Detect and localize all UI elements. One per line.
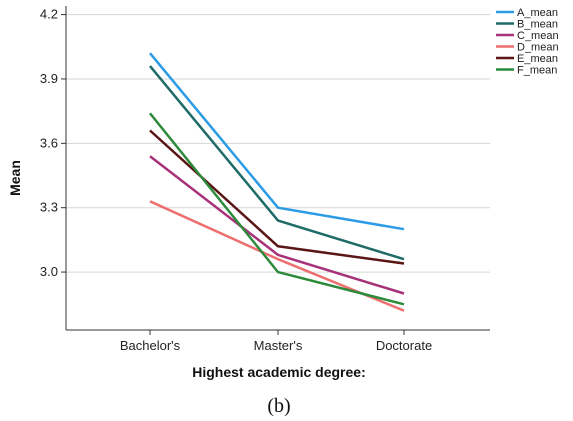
legend-label: B_mean — [517, 19, 558, 31]
y-tick-label: 3.6 — [40, 135, 58, 150]
series-line-F_mean — [149, 112, 405, 306]
x-tick-label: Doctorate — [376, 338, 432, 353]
series-line-B_mean — [149, 65, 405, 261]
x-tick-label: Bachelor's — [120, 338, 181, 353]
legend-label: A_mean — [517, 7, 558, 19]
series-line-E_mean — [149, 129, 405, 265]
legend-label: E_mean — [517, 53, 558, 65]
x-tick-label: Master's — [254, 338, 303, 353]
y-tick-label: 3.3 — [40, 200, 58, 215]
y-tick-label: 3.0 — [40, 264, 58, 279]
y-tick-label: 4.2 — [40, 7, 58, 22]
y-tick-label: 3.9 — [40, 71, 58, 86]
axes — [65, 6, 490, 331]
series-line-A_mean — [149, 52, 405, 231]
y-tick-labels: 3.0 3.3 3.6 3.9 4.2 — [40, 7, 66, 279]
y-axis-title: Mean — [7, 160, 23, 196]
legend-label: F_mean — [517, 65, 557, 77]
figure-caption: (b) — [267, 395, 290, 417]
x-tick-labels: Bachelor's Master's Doctorate — [120, 330, 432, 353]
series-line-C_mean — [149, 155, 405, 295]
series-lines — [149, 52, 405, 312]
gridlines — [66, 14, 490, 273]
legend-label: D_mean — [517, 42, 559, 54]
x-axis-title: Highest academic degree: — [192, 364, 366, 380]
legend-label: C_mean — [517, 30, 559, 42]
